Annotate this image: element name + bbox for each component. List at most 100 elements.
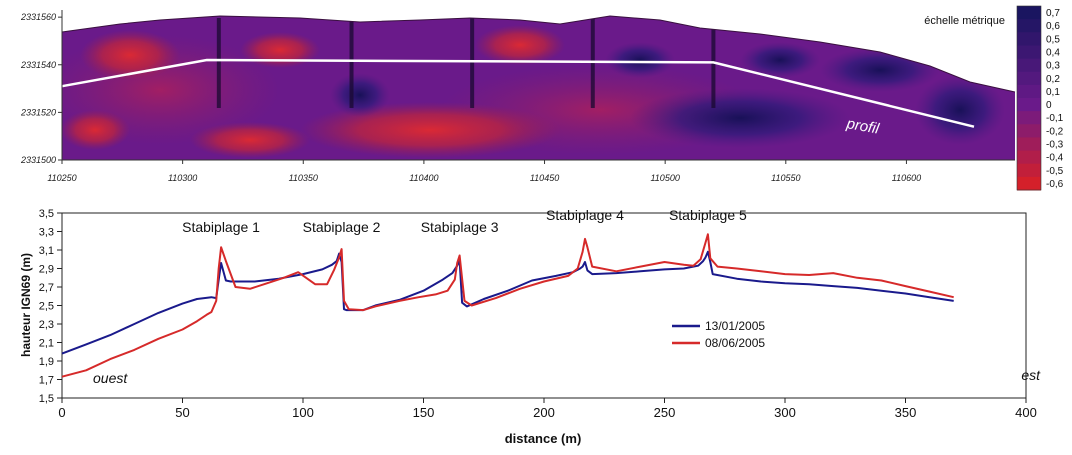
line-y-tick-label-7: 2,9 xyxy=(39,264,54,276)
colorbar-label-1: 0,6 xyxy=(1046,21,1060,32)
line-x-tick-label-5: 250 xyxy=(654,405,676,420)
colorbar: 0,7 0,6 0,5 0,4 0,3 0,2 0,1 0 -0,1 -0,2 -0,3 -0,4 -0… xyxy=(1016,5,1064,191)
line-y-tick-label-5: 2,5 xyxy=(39,301,54,313)
heatmap-zone-6 xyxy=(190,122,310,158)
heatmap-zone-7 xyxy=(62,110,130,150)
colorbar-cell-6 xyxy=(1017,84,1041,99)
colorbar-label-6: 0,1 xyxy=(1046,87,1060,98)
line-y-tick-label-2: 1,9 xyxy=(39,356,54,368)
line-y-tick-label-8: 3,1 xyxy=(39,245,54,257)
colorbar-cell-4 xyxy=(1017,58,1041,73)
line-x-tick-label-7: 350 xyxy=(895,405,917,420)
heatmap-zone-3 xyxy=(80,30,180,80)
line-x-tick-label-8: 400 xyxy=(1015,405,1037,420)
line-x-tick-label-6: 300 xyxy=(774,405,796,420)
structure-mark-3 xyxy=(470,18,475,108)
colorbar-label-2: 0,5 xyxy=(1046,34,1060,45)
map-x-tick-label-1: 110300 xyxy=(168,173,197,183)
heatmap-zone-9 xyxy=(915,75,1005,145)
colorbar-label-11: -0,4 xyxy=(1046,153,1064,164)
line-x-tick-label-2: 100 xyxy=(292,405,314,420)
colorbar-label-12: -0,5 xyxy=(1046,166,1064,177)
line-x-tick-label-1: 50 xyxy=(175,405,189,420)
y-axis-label: hauteur IGN69 (m) xyxy=(19,253,33,357)
colorbar-label-13: -0,6 xyxy=(1046,179,1064,190)
colorbar-label-10: -0,3 xyxy=(1046,140,1064,151)
map-x-tick-label-3: 110400 xyxy=(409,173,438,183)
colorbar-cell-8 xyxy=(1017,111,1041,125)
map-x-tick-label-5: 110500 xyxy=(650,173,679,183)
line-y-tick-label-6: 2,7 xyxy=(39,282,54,294)
line-y-tick-label-10: 3,5 xyxy=(39,208,54,220)
colorbar-cell-5 xyxy=(1017,71,1041,86)
colorbar-label-4: 0,3 xyxy=(1046,61,1060,72)
colorbar-cell-1 xyxy=(1017,19,1041,33)
map-x-tick-label-2: 110350 xyxy=(289,173,318,183)
profile-line-chart: 0 50 100 150 200 250 300 350 400 1,5 1,7 1,9 2,1 2,3 2… xyxy=(19,207,1041,446)
profile-label: profil xyxy=(844,115,881,138)
map-x-tick-label-7: 110600 xyxy=(892,173,921,183)
map-x-tick-label-6: 110550 xyxy=(771,173,800,183)
terrain-heatmap: profil échelle métrique 110250 110300 1103… xyxy=(20,5,1064,191)
heatmap-zone-10 xyxy=(820,48,940,92)
line-y-tick-label-0: 1,5 xyxy=(39,393,54,405)
map-axes: 110250 110300 110350 110400 110450 110500 1105… xyxy=(20,10,1015,183)
colorbar-label-0: 0,7 xyxy=(1046,8,1060,19)
heatmap-zone-8 xyxy=(630,88,850,148)
heatmap-zone-12 xyxy=(330,73,390,117)
line-x-tick-label-0: 0 xyxy=(58,405,65,420)
heatmap-zone-11 xyxy=(740,42,820,78)
map-y-tick-label-2: 2331540 xyxy=(20,60,56,70)
colorbar-cell-9 xyxy=(1017,124,1041,138)
colorbar-cell-10 xyxy=(1017,137,1041,152)
colorbar-label-9: -0,2 xyxy=(1046,126,1064,137)
colorbar-label-7: 0 xyxy=(1046,100,1052,111)
series-line-2 xyxy=(61,233,954,378)
line-series xyxy=(61,233,954,378)
map-x-tick-label-0: 110250 xyxy=(47,173,76,183)
annotations: Stabiplage 1 Stabiplage 2 Stabiplage 3 Stab… xyxy=(182,207,747,235)
annotation-stabiplage-3: Stabiplage 3 xyxy=(421,219,499,235)
structure-mark-2 xyxy=(349,18,354,108)
colorbar-cell-0 xyxy=(1017,6,1041,20)
line-y-tick-label-1: 1,7 xyxy=(39,375,54,387)
terrain-top-outline xyxy=(61,15,1016,93)
colorbar-label-3: 0,4 xyxy=(1046,48,1060,59)
map-y-tick-label-0: 2331500 xyxy=(20,155,56,165)
line-x-tick-label-3: 150 xyxy=(413,405,435,420)
colorbar-frame xyxy=(1016,5,1042,191)
colorbar-cell-13 xyxy=(1017,176,1041,191)
plot-frame xyxy=(61,212,1027,399)
colorbar-cell-2 xyxy=(1017,32,1041,46)
line-axes: 0 50 100 150 200 250 300 350 400 1,5 1,7 1,9 2,1 2,3 2… xyxy=(39,208,1037,420)
colorbar-cell-11 xyxy=(1017,150,1041,165)
heatmap-zone-13 xyxy=(605,42,675,78)
series-line-1 xyxy=(61,250,954,355)
line-y-tick-label-3: 2,1 xyxy=(39,338,54,350)
map-y-tick-label-3: 2331560 xyxy=(20,12,56,22)
line-y-tick-label-9: 3,3 xyxy=(39,227,54,239)
legend-label-2: 08/06/2005 xyxy=(705,336,765,350)
line-y-tick-label-4: 2,3 xyxy=(39,319,54,331)
scale-title: échelle métrique xyxy=(924,15,1005,27)
annotation-stabiplage-2: Stabiplage 2 xyxy=(303,219,381,235)
map-x-tick-label-4: 110450 xyxy=(530,173,559,183)
legend-label-1: 13/01/2005 xyxy=(705,319,765,333)
annotation-stabiplage-1: Stabiplage 1 xyxy=(182,219,260,235)
colorbar-cell-12 xyxy=(1017,163,1041,178)
colorbar-label-8: -0,1 xyxy=(1046,113,1064,124)
colorbar-cell-3 xyxy=(1017,45,1041,60)
colorbar-label-5: 0,2 xyxy=(1046,74,1060,85)
structure-mark-1 xyxy=(216,18,221,108)
heatmap-zone-4 xyxy=(240,32,320,68)
heatmap-zone-5 xyxy=(475,25,565,65)
x-axis-label: distance (m) xyxy=(505,431,582,446)
corner-label-ouest: ouest xyxy=(93,370,128,386)
corner-label-est: est xyxy=(1021,367,1041,383)
annotation-stabiplage-5: Stabiplage 5 xyxy=(669,207,747,223)
line-x-tick-label-4: 200 xyxy=(533,405,555,420)
map-y-tick-label-1: 2331520 xyxy=(20,107,56,117)
colorbar-cell-7 xyxy=(1017,98,1041,112)
